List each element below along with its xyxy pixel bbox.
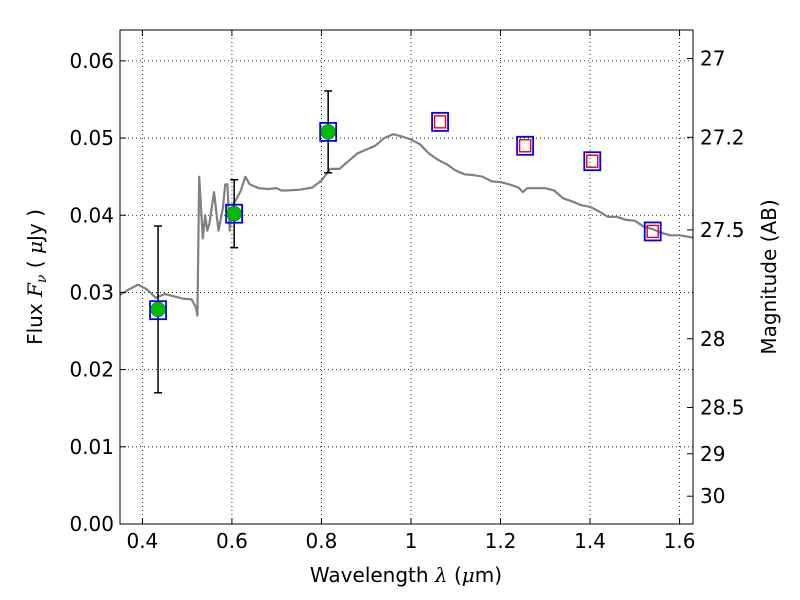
model-photometry-square	[319, 121, 338, 142]
model-photometry-square	[149, 300, 167, 321]
x-tick-label: 1.6	[664, 529, 696, 553]
model-photometry-square	[431, 111, 449, 132]
y2-tick-label: 28	[700, 327, 725, 351]
detection-point	[150, 301, 166, 318]
y-tick-label: 0.01	[69, 435, 114, 459]
y-tick-label: 0.05	[69, 126, 114, 150]
upper-limit-square	[646, 224, 659, 239]
upper-limit-square	[518, 139, 532, 153]
plot-frame	[119, 29, 694, 525]
y-tick-label: 0.02	[69, 358, 114, 382]
x-tick-label: 0.6	[216, 529, 248, 553]
y-tick-label: 0.03	[69, 280, 114, 304]
y-tick-label: 0.04	[69, 203, 114, 227]
y2-tick-label: 28.5	[700, 395, 745, 419]
x-tick-label: 1.2	[485, 529, 517, 553]
x-axis-label: Wavelength λ (μm)	[310, 563, 502, 587]
x-tick-label: 0.4	[126, 529, 158, 553]
detection-point	[320, 124, 336, 140]
y2-tick-label: 29	[700, 442, 725, 466]
y-tick-label: 0.06	[69, 49, 114, 73]
detection-point	[226, 205, 242, 222]
y-tick-label: 0.00	[69, 512, 114, 536]
model-photometry-square	[643, 221, 662, 242]
plot-area	[120, 90, 693, 394]
y2-tick-label: 27	[700, 47, 725, 71]
x-tick-label: 1	[405, 529, 418, 553]
x-tick-label: 1.4	[574, 529, 606, 553]
model-photometry-square	[516, 135, 535, 156]
model-photometry-square	[583, 151, 602, 172]
y2-axis-label: Magnitude (AB)	[757, 199, 781, 354]
axes-ticks: 0.4 0.6 0.8 1 1.2 1.4 1.6 0.00 0.01 0.02 0.03 0.04 0…	[69, 30, 745, 553]
model-photometry-square	[225, 203, 244, 224]
model-spectrum-line	[120, 133, 693, 317]
y2-tick-label: 30	[700, 484, 725, 508]
x-tick-label: 0.8	[306, 529, 338, 553]
y2-tick-label: 27.5	[700, 218, 745, 242]
upper-limit-square	[433, 115, 447, 129]
upper-limit-square	[586, 154, 599, 168]
y2-tick-label: 27.2	[700, 125, 745, 149]
grid	[120, 30, 693, 524]
y-axis-label: Flux Fν ( μJy )	[23, 209, 50, 345]
